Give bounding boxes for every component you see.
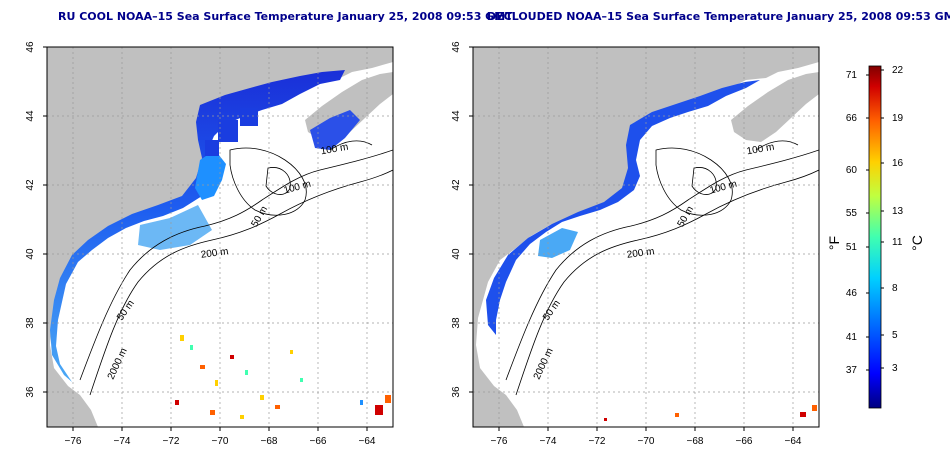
x-tick-label: −66 (736, 436, 753, 447)
x-tick-label: −72 (589, 436, 606, 447)
x-tick-label: −64 (359, 436, 376, 447)
c-tick-label: 16 (892, 158, 904, 169)
c-tick-label: 19 (892, 113, 904, 124)
f-tick-label: 66 (846, 113, 858, 124)
c-tick-label: 5 (892, 330, 898, 341)
land-mass (47, 47, 393, 427)
y-tick-label: 40 (25, 248, 36, 260)
c-tick-label: 3 (892, 363, 898, 374)
y-tick-label: 42 (451, 179, 462, 191)
y-tick-label: 46 (25, 41, 36, 53)
x-tick-label: −70 (212, 436, 229, 447)
x-tick-label: −76 (491, 436, 508, 447)
contour-label: 200 m (200, 246, 229, 261)
right-axis-ticks: 46 44 42 40 38 36 −76 −74 −72 −70 −68 −66 −64 (451, 41, 802, 447)
c-tick-label: 8 (892, 283, 898, 294)
map-grid (47, 47, 393, 427)
right-map-title: DECLOUDED NOAA–15 Sea Surface Temperatur… (487, 10, 950, 23)
land-mass-nova-scotia (731, 72, 819, 142)
y-tick-label: 36 (451, 386, 462, 398)
x-tick-label: −72 (163, 436, 180, 447)
y-tick-label: 44 (451, 110, 462, 122)
fahrenheit-label: °F (826, 236, 842, 250)
sst-patch-bay (310, 110, 360, 150)
f-tick-label: 46 (846, 288, 858, 299)
y-tick-label: 36 (25, 386, 36, 398)
y-tick-label: 38 (451, 317, 462, 329)
depth-contours (79, 140, 393, 396)
sst-coastal-band (50, 70, 345, 382)
x-tick-label: −68 (261, 436, 278, 447)
y-tick-label: 46 (451, 41, 462, 53)
x-tick-label: −74 (114, 436, 131, 447)
celsius-label: °C (909, 235, 925, 251)
map-grid (473, 47, 819, 427)
x-tick-label: −64 (785, 436, 802, 447)
x-tick-label: −66 (310, 436, 327, 447)
x-tick-label: −70 (638, 436, 655, 447)
contour-label: 100 m (320, 142, 349, 158)
f-tick-label: 55 (846, 208, 858, 219)
x-tick-label: −68 (687, 436, 704, 447)
c-tick-label: 13 (892, 206, 904, 217)
sst-patch-mid (195, 150, 226, 200)
left-axis-ticks: 46 44 42 40 38 36 −76 −74 −72 −70 −68 −66 −64 (25, 41, 376, 447)
y-tick-label: 44 (25, 110, 36, 122)
left-map-title: RU COOL NOAA–15 Sea Surface Temperature … (58, 10, 513, 23)
f-tick-label: 71 (846, 70, 858, 81)
y-tick-label: 42 (25, 179, 36, 191)
c-tick-label: 22 (892, 65, 904, 76)
f-tick-label: 41 (846, 332, 858, 343)
contour-label: 100 m (746, 142, 775, 158)
left-map-panel (46, 46, 394, 428)
land-mass (473, 47, 819, 427)
sst-patch-light (538, 228, 578, 258)
y-tick-label: 40 (451, 248, 462, 260)
x-tick-label: −74 (540, 436, 557, 447)
colorbar: 71 66 60 55 51 46 41 37 22 19 16 13 11 8 5 3 °F °C (826, 65, 925, 409)
colorbar-ticks: 71 66 60 55 51 46 41 37 22 19 16 13 11 8 5 3 (846, 65, 904, 376)
x-tick-label: −76 (65, 436, 82, 447)
f-tick-label: 51 (846, 242, 858, 253)
sst-patch-light (138, 205, 212, 250)
f-tick-label: 37 (846, 365, 858, 376)
y-tick-label: 38 (25, 317, 36, 329)
colorbar-gradient (868, 65, 882, 409)
cloud-noise (175, 335, 391, 419)
contour-label: 200 m (626, 246, 655, 261)
f-tick-label: 60 (846, 165, 858, 176)
c-tick-label: 11 (892, 237, 903, 248)
right-map-panel (472, 46, 820, 428)
depth-contours (505, 140, 819, 396)
cloud-noise (604, 405, 817, 421)
sst-fringe (205, 108, 258, 156)
